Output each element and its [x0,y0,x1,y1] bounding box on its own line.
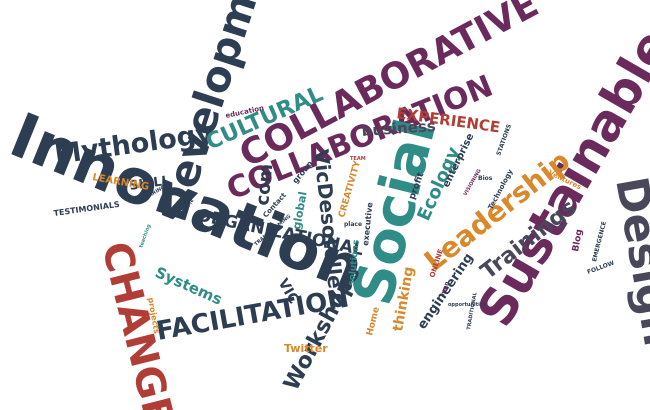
word-twitter: Twitter [284,342,328,355]
word-team: TEAM [350,156,366,162]
word-opportunities: opportunities [448,302,486,308]
word-business: business [361,117,436,140]
word-com: com [252,163,277,207]
word-skill: SKILL [128,173,171,194]
word-place: place [344,221,362,228]
word-blog: Blog [571,229,585,253]
word-teaching: teaching [138,223,152,248]
word-testimonials: TESTIMONIALS [53,200,120,218]
word-bios: Bios [478,175,493,182]
word-mon: mon [439,281,451,297]
word-emergence: EMERGENCE [591,221,608,263]
word-creativity: CREATIVITY [337,159,363,218]
word-visioning: VISIONING [463,168,483,197]
word-follow: FOLLOW [586,259,615,275]
word-solutions: solutions [347,239,362,286]
word-systems: Systems [152,263,225,309]
word-home: Home [365,306,382,337]
